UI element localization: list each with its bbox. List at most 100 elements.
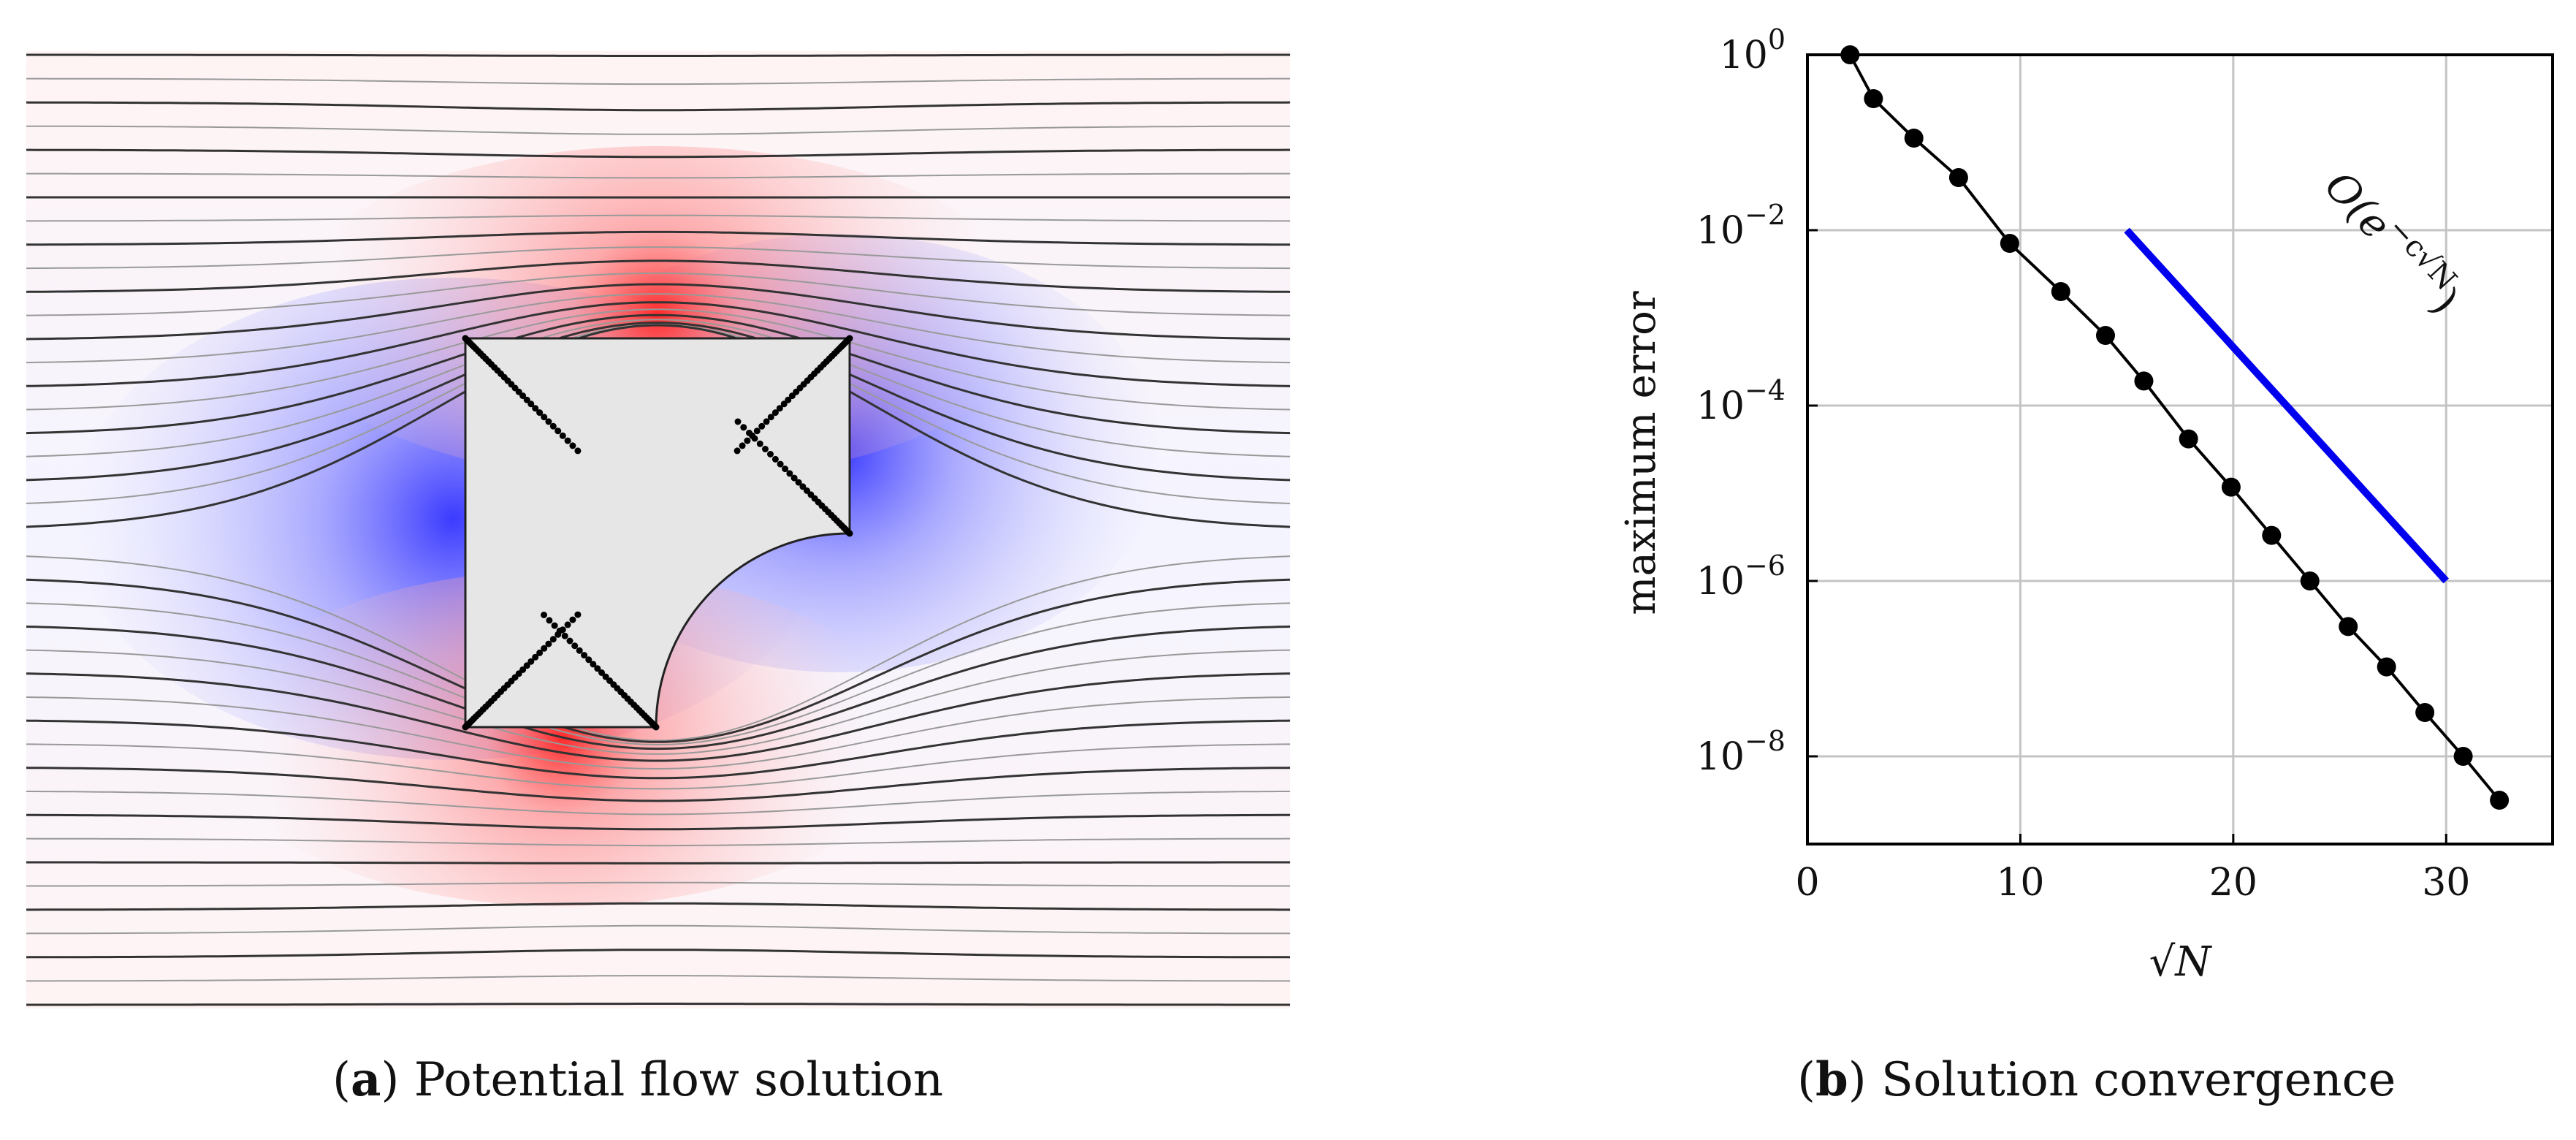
- pole-dot: [545, 418, 552, 425]
- pole-dot: [536, 649, 544, 656]
- data-point: [1904, 129, 1924, 148]
- streamline: [26, 172, 1290, 179]
- pole-dot: [571, 642, 579, 650]
- pole-dot: [786, 470, 793, 477]
- pole-dot: [756, 440, 763, 447]
- pole-dot: [541, 645, 548, 652]
- y-tick-label: 10−2: [1696, 199, 1786, 253]
- streamline: [26, 719, 1290, 780]
- pole-dot: [762, 446, 769, 452]
- x-tick-label: 20: [2209, 861, 2257, 905]
- streamline: [26, 125, 1290, 135]
- streamline: [26, 696, 1290, 770]
- pole-dot: [590, 661, 597, 668]
- pole-dot: [574, 447, 582, 455]
- streamline: [26, 555, 1290, 742]
- streamline: [26, 767, 1290, 802]
- plot-frame: [1806, 53, 2554, 846]
- data-point: [2300, 571, 2320, 590]
- reference-line: [2124, 227, 2449, 584]
- pole-dot: [519, 392, 527, 400]
- streamline: [26, 283, 1290, 341]
- streamline: [26, 602, 1290, 746]
- pole-dot: [771, 455, 779, 463]
- streamline: [26, 319, 1290, 457]
- caption-a-label: a: [350, 1052, 381, 1107]
- streamline: [26, 813, 1290, 831]
- streamline: [26, 101, 1290, 112]
- pole-dot: [561, 632, 568, 639]
- data-point: [2415, 703, 2435, 722]
- streamline: [26, 902, 1290, 911]
- pole-dot: [569, 442, 576, 449]
- y-tick-label: 10−6: [1696, 550, 1786, 604]
- streamline: [26, 672, 1290, 762]
- pole-dot: [776, 405, 783, 412]
- data-point: [2134, 371, 2154, 391]
- pole-dot: [569, 616, 576, 623]
- data-point: [1864, 89, 1883, 108]
- streamline: [26, 924, 1290, 935]
- data-point: [2000, 234, 2019, 253]
- pole-dot: [581, 652, 588, 659]
- pole-dot: [785, 396, 792, 403]
- pole-dot: [536, 409, 544, 417]
- streamline: [26, 214, 1290, 222]
- pole-dot: [555, 428, 562, 435]
- pole-dot: [519, 666, 527, 673]
- reference-line-group: O(e−c√N): [2124, 157, 2474, 584]
- pole-dot: [799, 483, 807, 490]
- pole-dot: [532, 405, 539, 412]
- y-tick-label: 10−8: [1696, 725, 1786, 779]
- pole-dot: [771, 409, 779, 417]
- streamline: [26, 949, 1290, 959]
- pole-dot: [744, 437, 751, 444]
- streamline: [26, 322, 1290, 482]
- pole-dot: [549, 636, 557, 643]
- pole-dot: [576, 647, 583, 654]
- pole-dot: [546, 617, 553, 624]
- pole-dot: [523, 662, 530, 669]
- pole-dot: [780, 400, 788, 408]
- data-point: [2453, 747, 2473, 766]
- pole-dot: [574, 611, 582, 618]
- streamline: [26, 259, 1290, 293]
- pole-dot: [751, 435, 758, 442]
- pole-dot: [566, 637, 573, 645]
- pole-dots: [462, 335, 853, 731]
- streamline: [26, 301, 1290, 387]
- pole-dot: [746, 430, 752, 436]
- pole-dot: [564, 621, 571, 628]
- pole-dot: [556, 627, 563, 634]
- data-point: [2339, 617, 2358, 636]
- x-axis-ticks: 0 10 20 30: [1795, 834, 2470, 905]
- streamlines: [26, 53, 1290, 1006]
- data-point: [2051, 282, 2070, 301]
- pole-dot: [594, 665, 601, 672]
- pole-dot: [527, 658, 535, 665]
- streamline: [26, 861, 1290, 864]
- x-axis-title: √N: [2149, 938, 2213, 986]
- streamline: [26, 324, 1290, 528]
- pole-dot: [559, 432, 566, 439]
- pole-dot: [523, 396, 530, 403]
- streamline: [26, 230, 1290, 246]
- streamline: [26, 53, 1290, 57]
- pole-dot: [767, 414, 774, 421]
- y-axis-title: maximum error: [1617, 291, 1665, 615]
- convergence-chart: 0 10 20 30 100 10−2 10−4 10−6 10−8 O(e−c√N) max…: [1617, 23, 2554, 986]
- streamline: [26, 246, 1290, 270]
- x-tick-label: 10: [1996, 861, 2044, 905]
- pole-dot: [782, 466, 789, 473]
- data-point: [2179, 429, 2198, 449]
- pole-dot: [527, 400, 535, 408]
- data-point: [2221, 477, 2241, 497]
- data-point: [2377, 657, 2396, 677]
- reference-line-label: O(e−c√N): [2315, 157, 2474, 324]
- potential-flow-plot: [26, 51, 1290, 1008]
- streamline: [26, 578, 1290, 743]
- caption-a-text: Potential flow solution: [399, 1053, 944, 1107]
- pole-dot: [734, 418, 742, 425]
- pole-dot: [777, 460, 784, 468]
- chart-grid: [1807, 55, 2553, 844]
